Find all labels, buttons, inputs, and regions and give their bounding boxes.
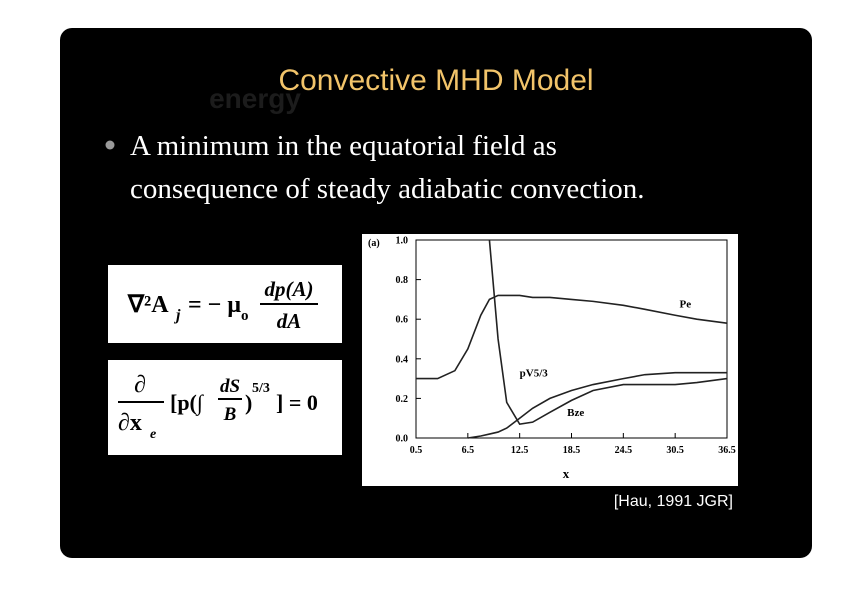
panel-label: (a) [368, 238, 380, 249]
series-line [416, 294, 728, 380]
bullet-dot [105, 140, 115, 150]
ghost-text: energy [209, 83, 301, 114]
eq-sub: o [241, 308, 249, 324]
plot-background [362, 234, 738, 486]
x-tick-label: 30.5 [666, 445, 684, 456]
x-tick-label: 12.5 [511, 445, 529, 456]
eq-numerator: ∂ [134, 372, 146, 398]
eq-denominator: ∂x [118, 410, 142, 436]
eq-text: ] = 0 [276, 390, 318, 415]
bullet-line: consequence of steady adiabatic convecti… [130, 173, 645, 205]
equation-2: ∂ ∂x e [p(∫ dS B ) 5/3 ] = 0 [108, 360, 342, 455]
eq-sub: e [150, 427, 156, 442]
equation-1: ∇²A j = − μ o dp(A) dA [108, 265, 342, 343]
equation-box [108, 360, 342, 455]
bullet-line: A minimum in the equatorial field as [130, 130, 557, 162]
plot: (a) x 0.0 0.2 0.4 0.6 0.8 1.0 0.5 6.5 12.5 18.5 24… [362, 234, 738, 486]
y-tick-label: 0.2 [396, 394, 409, 405]
y-tick-label: 0.0 [396, 434, 409, 445]
series-label: Pe [679, 298, 691, 310]
eq-denominator: dA [277, 309, 302, 333]
y-tick-label: 0.4 [396, 354, 409, 365]
eq-sub: j [173, 307, 181, 324]
x-tick-label: 6.5 [462, 445, 475, 456]
x-tick-label: 18.5 [563, 445, 581, 456]
x-tick-label: 0.5 [410, 445, 423, 456]
eq-exponent: 5/3 [252, 381, 270, 396]
slide-title: Convective MHD Model [278, 64, 593, 97]
eq-text: ∇²A [127, 292, 169, 318]
series-line [488, 239, 728, 426]
series-label: pV5/3 [520, 368, 549, 380]
eq-numerator: dS [220, 376, 240, 397]
citation: [Hau, 1991 JGR] [614, 493, 733, 510]
y-tick-label: 0.6 [396, 315, 409, 326]
eq-denominator: B [223, 404, 237, 425]
eq-text: = − μ [188, 292, 241, 318]
y-tick-label: 0.8 [396, 275, 409, 286]
x-tick-label: 24.5 [615, 445, 633, 456]
eq-text: ) [245, 390, 252, 415]
x-tick-label: 36.5 [718, 445, 736, 456]
eq-text: [p(∫ [170, 390, 205, 416]
series-label: Bze [567, 407, 584, 419]
series-line [467, 371, 727, 439]
x-axis-label: x [563, 466, 570, 481]
eq-numerator: dp(A) [265, 277, 314, 301]
y-tick-label: 1.0 [396, 236, 409, 247]
